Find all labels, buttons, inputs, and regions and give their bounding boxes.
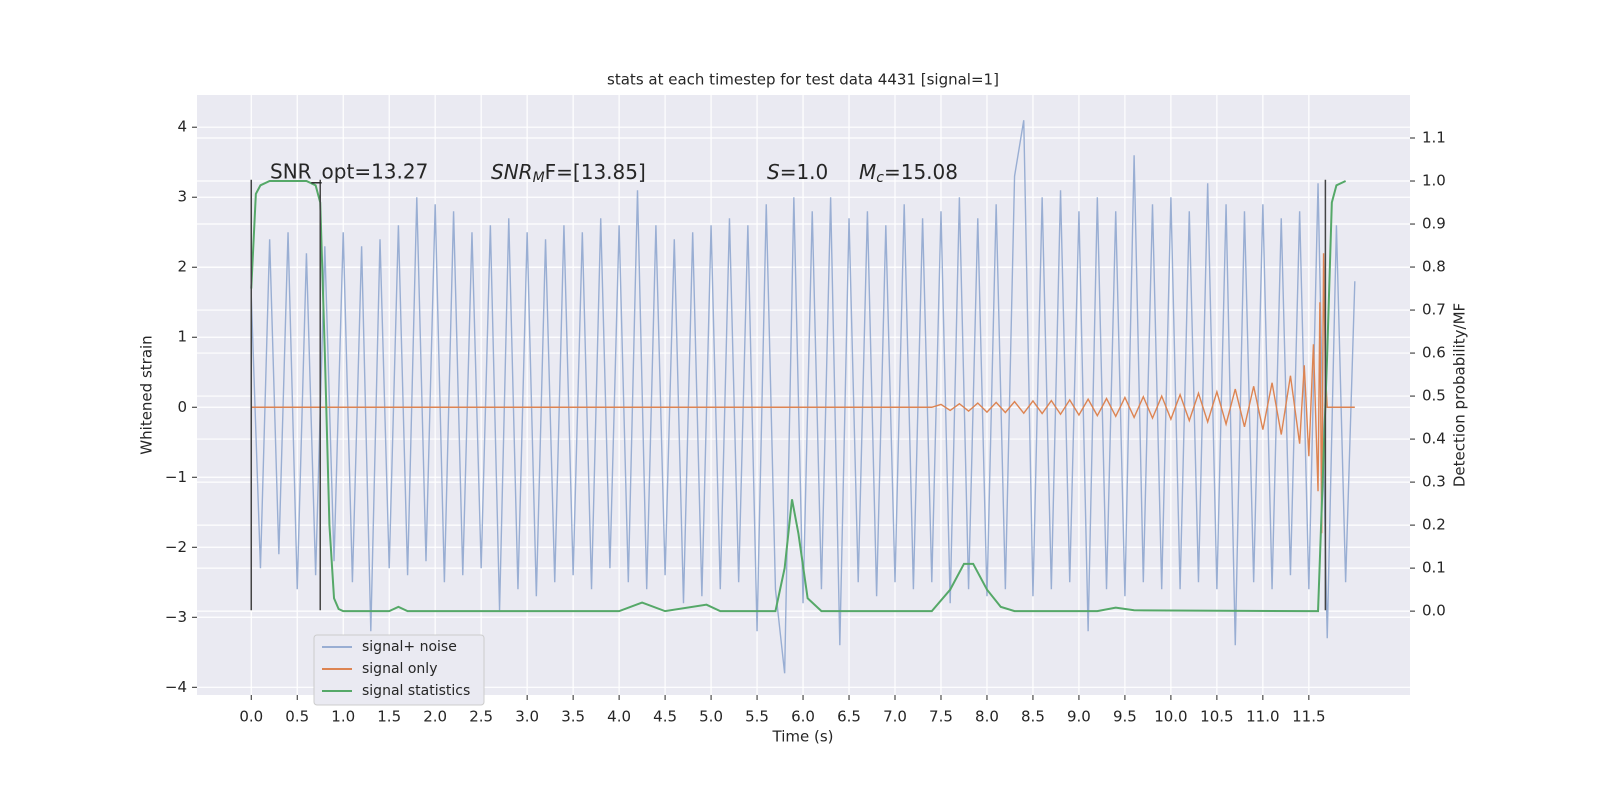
annotation: SNR_opt=13.27 <box>270 160 428 184</box>
annotation: SNRMF=[13.85] <box>491 160 646 187</box>
y-tick-label: −4 <box>165 678 187 696</box>
y-tick-label: 2 <box>177 258 187 276</box>
y2-tick-label: 0.6 <box>1422 344 1446 362</box>
y2-tick-label: 0.7 <box>1422 301 1446 319</box>
x-tick-label: 6.5 <box>837 708 861 726</box>
x-tick-label: 4.5 <box>653 708 677 726</box>
legend-label: signal+ noise <box>362 639 457 655</box>
y-tick-label: 3 <box>177 188 187 206</box>
chart-title: stats at each timestep for test data 443… <box>607 71 999 89</box>
annotation-sub: c <box>876 170 884 186</box>
annotation-rest: =1.0 <box>780 160 829 184</box>
y2-tick-label: 1.0 <box>1422 172 1446 190</box>
y2-tick-label: 0.5 <box>1422 387 1446 405</box>
x-tick-label: 2.0 <box>423 708 447 726</box>
y-tick-label: −3 <box>165 608 187 626</box>
y2-tick-label: 0.0 <box>1422 602 1446 620</box>
x-tick-label: 7.0 <box>883 708 907 726</box>
y2-axis-label: Detection probability/MF <box>1451 303 1469 487</box>
x-tick-label: 3.5 <box>561 708 585 726</box>
x-tick-label: 6.0 <box>791 708 815 726</box>
y2-tick-label: 0.4 <box>1422 430 1446 448</box>
x-tick-label: 1.5 <box>377 708 401 726</box>
x-tick-label: 1.0 <box>331 708 355 726</box>
x-tick-label: 8.5 <box>1021 708 1045 726</box>
x-tick-label: 0.0 <box>239 708 263 726</box>
annotation-sub: M <box>533 170 545 186</box>
x-tick-label: 9.5 <box>1113 708 1137 726</box>
x-tick-label: 2.5 <box>469 708 493 726</box>
series-line <box>250 120 1356 674</box>
y2-tick-label: 0.2 <box>1422 516 1446 534</box>
x-tick-label: 4.0 <box>607 708 631 726</box>
x-tick-label: 10.0 <box>1154 708 1187 726</box>
x-tick-label: 11.5 <box>1292 708 1325 726</box>
y2-tick-label: 0.1 <box>1422 559 1446 577</box>
x-tick-label: 5.0 <box>699 708 723 726</box>
x-tick-label: 3.0 <box>515 708 539 726</box>
y2-tick-label: 0.3 <box>1422 473 1446 491</box>
y2-tick-label: 0.8 <box>1422 258 1446 276</box>
x-tick-label: 5.5 <box>745 708 769 726</box>
annotation-main: M <box>859 160 876 184</box>
annotation-rest: F=[13.85] <box>545 160 646 184</box>
x-axis-label: Time (s) <box>772 728 834 746</box>
legend-label: signal statistics <box>362 683 470 699</box>
y2-tick-label: 0.9 <box>1422 215 1446 233</box>
series-line <box>250 180 1347 613</box>
y-tick-label: 1 <box>177 328 187 346</box>
y-axis-label: Whitened strain <box>138 335 156 454</box>
annotation: S=1.0 <box>767 160 828 184</box>
annotation-rest: =15.08 <box>884 160 958 184</box>
annotation: Mc=15.08 <box>859 160 958 187</box>
legend-box <box>313 634 485 706</box>
y2-tick-label: 1.1 <box>1422 129 1446 147</box>
y-tick-label: 0 <box>177 398 187 416</box>
x-tick-label: 0.5 <box>285 708 309 726</box>
series-line <box>251 253 1355 534</box>
y-tick-label: 4 <box>177 118 187 136</box>
annotation-main: S <box>767 160 780 184</box>
x-tick-label: 10.5 <box>1200 708 1233 726</box>
x-tick-label: 9.0 <box>1067 708 1091 726</box>
annotation-main: SNR <box>491 160 533 184</box>
x-tick-label: 8.0 <box>975 708 999 726</box>
y-tick-label: −2 <box>165 538 187 556</box>
y-tick-label: −1 <box>165 468 187 486</box>
x-tick-label: 7.5 <box>929 708 953 726</box>
x-tick-label: 11.0 <box>1246 708 1279 726</box>
legend-label: signal only <box>362 661 437 677</box>
